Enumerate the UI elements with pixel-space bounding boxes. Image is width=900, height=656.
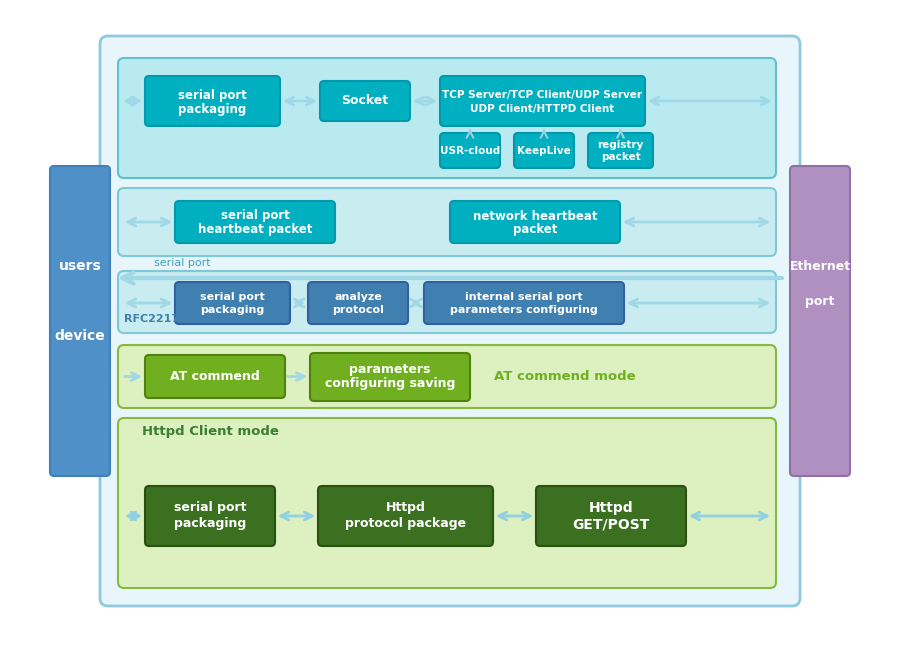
Text: device: device (55, 329, 105, 343)
Text: protocol: protocol (332, 305, 384, 315)
Text: RFC2217: RFC2217 (124, 314, 180, 324)
Text: serial port: serial port (154, 258, 211, 268)
Text: registry: registry (598, 140, 644, 150)
Text: USR-cloud: USR-cloud (440, 146, 500, 155)
FancyBboxPatch shape (145, 76, 280, 126)
Text: Socket: Socket (341, 94, 389, 108)
Text: Ethernet: Ethernet (789, 260, 850, 272)
Text: TCP Server/TCP Client/UDP Server: TCP Server/TCP Client/UDP Server (443, 90, 643, 100)
Text: packaging: packaging (201, 305, 265, 315)
FancyBboxPatch shape (118, 188, 776, 256)
FancyBboxPatch shape (310, 353, 470, 401)
Text: heartbeat packet: heartbeat packet (198, 222, 312, 236)
Text: packet: packet (513, 222, 557, 236)
Text: users: users (58, 259, 102, 273)
Text: GET/POST: GET/POST (572, 517, 650, 531)
FancyBboxPatch shape (440, 76, 645, 126)
FancyBboxPatch shape (308, 282, 408, 324)
FancyBboxPatch shape (118, 58, 776, 178)
FancyBboxPatch shape (536, 486, 686, 546)
Text: AT commend mode: AT commend mode (494, 371, 635, 384)
FancyBboxPatch shape (514, 133, 574, 168)
FancyBboxPatch shape (318, 486, 493, 546)
Text: serial port: serial port (174, 501, 247, 514)
Text: parameters configuring: parameters configuring (450, 305, 598, 315)
FancyBboxPatch shape (118, 345, 776, 408)
Text: analyze: analyze (334, 292, 382, 302)
Text: serial port: serial port (220, 209, 290, 222)
Text: Httpd: Httpd (385, 501, 426, 514)
FancyBboxPatch shape (790, 166, 850, 476)
FancyBboxPatch shape (440, 133, 500, 168)
Text: packet: packet (600, 152, 641, 163)
FancyBboxPatch shape (118, 418, 776, 588)
Text: packaging: packaging (178, 102, 247, 115)
Text: UDP Client/HTTPD Client: UDP Client/HTTPD Client (471, 104, 615, 114)
Text: AT commend: AT commend (170, 370, 260, 383)
Text: port: port (806, 295, 834, 308)
Text: configuring saving: configuring saving (325, 377, 455, 390)
Text: internal serial port: internal serial port (465, 292, 583, 302)
Text: serial port: serial port (178, 89, 247, 102)
FancyBboxPatch shape (100, 36, 800, 606)
Text: KeepLive: KeepLive (518, 146, 571, 155)
Text: protocol package: protocol package (345, 518, 466, 531)
Text: parameters: parameters (349, 363, 431, 377)
FancyBboxPatch shape (175, 201, 335, 243)
FancyBboxPatch shape (50, 166, 110, 476)
FancyBboxPatch shape (320, 81, 410, 121)
Text: serial port: serial port (200, 292, 265, 302)
FancyBboxPatch shape (145, 355, 285, 398)
Text: Httpd Client mode: Httpd Client mode (141, 426, 278, 438)
FancyBboxPatch shape (588, 133, 653, 168)
FancyBboxPatch shape (145, 486, 275, 546)
Text: packaging: packaging (174, 518, 246, 531)
FancyBboxPatch shape (450, 201, 620, 243)
FancyBboxPatch shape (118, 271, 776, 333)
Text: Httpd: Httpd (589, 501, 634, 515)
FancyBboxPatch shape (424, 282, 624, 324)
Text: network heartbeat: network heartbeat (472, 209, 598, 222)
FancyBboxPatch shape (175, 282, 290, 324)
